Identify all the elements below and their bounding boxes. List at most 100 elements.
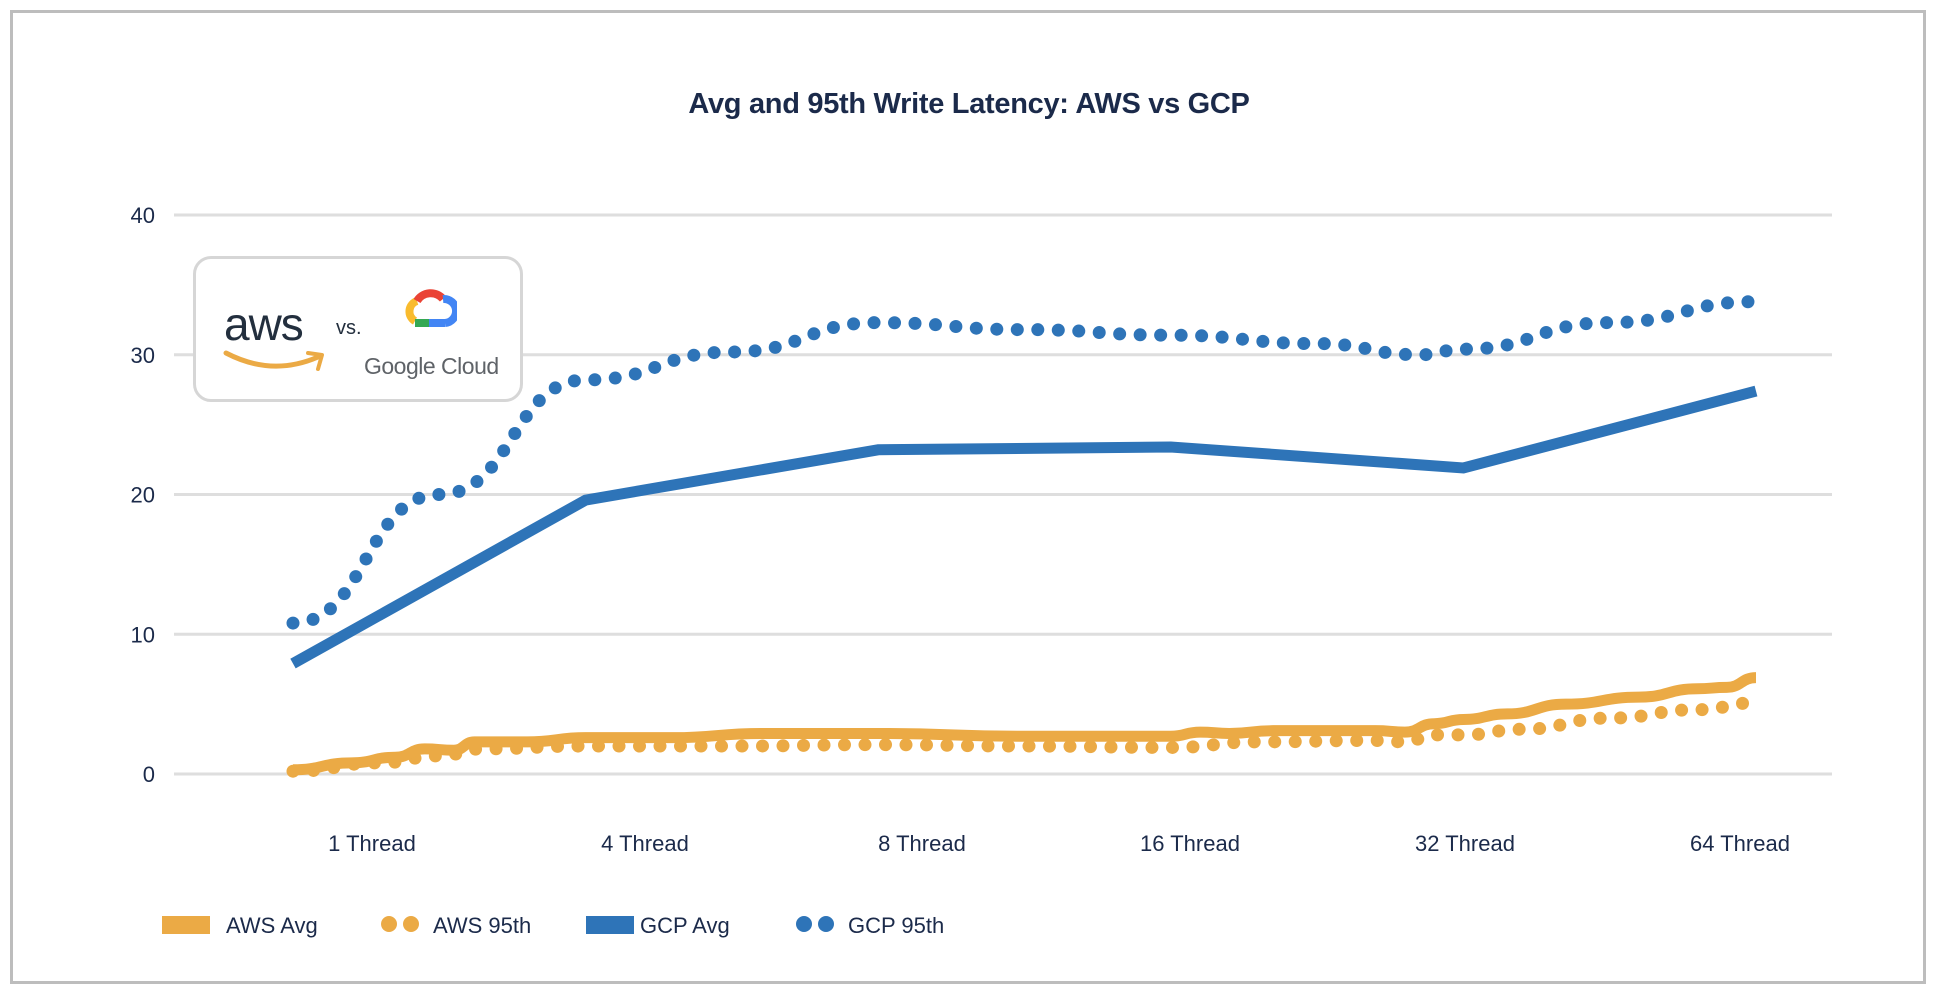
series-dot — [1195, 329, 1209, 343]
vs-label: vs. — [336, 317, 362, 339]
series-dot — [867, 316, 881, 330]
series-aws-avg — [292, 672, 1757, 776]
y-axis-ticks: 0 10 20 30 40 — [131, 203, 155, 787]
series-dot — [1031, 323, 1045, 337]
series-gcp-avg — [290, 385, 1758, 669]
series-dot — [928, 318, 942, 332]
series-dot — [797, 738, 811, 752]
series-dot — [1133, 328, 1147, 342]
series-dot — [687, 348, 701, 362]
series-dot — [470, 475, 484, 489]
legend-swatch-dot — [818, 916, 834, 932]
series-dot — [359, 552, 373, 566]
series-dot — [1695, 703, 1709, 717]
series-dot — [1268, 735, 1282, 749]
google-cloud-icon — [405, 289, 457, 327]
series-dot — [1640, 313, 1654, 327]
series-dot — [768, 340, 782, 354]
series-dot — [847, 317, 861, 331]
series-dot — [1235, 332, 1249, 346]
series-dot — [908, 316, 922, 330]
series-dot — [1451, 728, 1465, 742]
series-dot — [735, 739, 749, 753]
series-dot — [1675, 703, 1689, 717]
series-dot — [788, 334, 802, 348]
series-dot — [990, 322, 1004, 336]
series-dot — [337, 587, 351, 601]
series-dot — [567, 374, 581, 388]
series-dot — [940, 738, 954, 752]
series-dot — [548, 381, 562, 395]
series-dot — [1186, 740, 1200, 754]
x-axis-ticks: 1 Thread 4 Thread 8 Thread 16 Thread 32 Thre… — [328, 831, 1790, 856]
series-dot — [715, 739, 729, 753]
aws-logo-text: aws — [224, 298, 304, 350]
series-dot — [817, 738, 831, 752]
series-dot — [807, 327, 821, 341]
series-dot — [1419, 348, 1433, 362]
series-dot — [1378, 345, 1392, 359]
series-dot — [1154, 328, 1168, 342]
x-tick-label: 4 Thread — [601, 831, 689, 856]
series-dot — [395, 502, 409, 516]
series-dot — [1559, 320, 1573, 334]
series-dot — [1614, 711, 1628, 725]
series-dot — [1533, 722, 1547, 736]
series-dot — [1092, 326, 1106, 340]
series-dot — [1741, 295, 1755, 309]
series-dot — [728, 345, 742, 359]
gridlines — [174, 213, 1832, 776]
series-dot — [776, 739, 790, 753]
x-tick-label: 64 Thread — [1690, 831, 1790, 856]
series-dot — [1276, 336, 1290, 350]
series-dot — [1661, 309, 1675, 323]
series-dot — [1480, 341, 1494, 355]
legend-label: GCP 95th — [848, 913, 944, 938]
series-dot — [588, 373, 602, 387]
series-dot — [323, 602, 337, 616]
series-dot — [1206, 738, 1220, 752]
series-dot — [1051, 323, 1065, 337]
series-dot — [1288, 735, 1302, 749]
series-dot — [1215, 330, 1229, 344]
legend-swatch-dot — [381, 916, 397, 932]
series-dot — [960, 739, 974, 753]
series-dot — [756, 739, 770, 753]
series-dot — [1492, 724, 1506, 738]
series-dot — [381, 517, 395, 531]
series-dot — [1715, 700, 1729, 714]
series-dot — [1579, 317, 1593, 331]
series-dot — [899, 738, 913, 752]
series-dot — [888, 316, 902, 330]
series-dot — [1680, 304, 1694, 318]
series-dot — [694, 739, 708, 753]
series-dot — [532, 394, 546, 408]
series-dot — [1227, 736, 1241, 750]
series-dot — [1113, 327, 1127, 341]
series-dot — [1145, 740, 1159, 754]
series-dot — [1654, 705, 1668, 719]
series-dot — [1391, 735, 1405, 749]
series-dot — [1165, 740, 1179, 754]
y-tick-label: 0 — [143, 762, 155, 787]
series-dot — [826, 321, 840, 335]
series-dot — [1174, 328, 1188, 342]
legend-label: AWS Avg — [226, 913, 318, 938]
series-dot — [1700, 299, 1714, 313]
legend-item-gcp-95th: GCP 95th — [796, 913, 944, 938]
series-dot — [748, 344, 762, 358]
series-dot — [707, 346, 721, 360]
y-tick-label: 10 — [131, 622, 155, 647]
series-dot — [1124, 740, 1138, 754]
series-dot — [1593, 711, 1607, 725]
legend-swatch-line — [586, 916, 634, 934]
series-line — [290, 385, 1758, 669]
series-dot — [1010, 323, 1024, 337]
legend-item-aws-avg: AWS Avg — [162, 913, 318, 938]
x-tick-label: 1 Thread — [328, 831, 416, 856]
series-dot — [508, 426, 522, 440]
series-dot — [858, 738, 872, 752]
series-dot — [1573, 713, 1587, 727]
series-dot — [1317, 337, 1331, 351]
series-dot — [1512, 722, 1526, 736]
